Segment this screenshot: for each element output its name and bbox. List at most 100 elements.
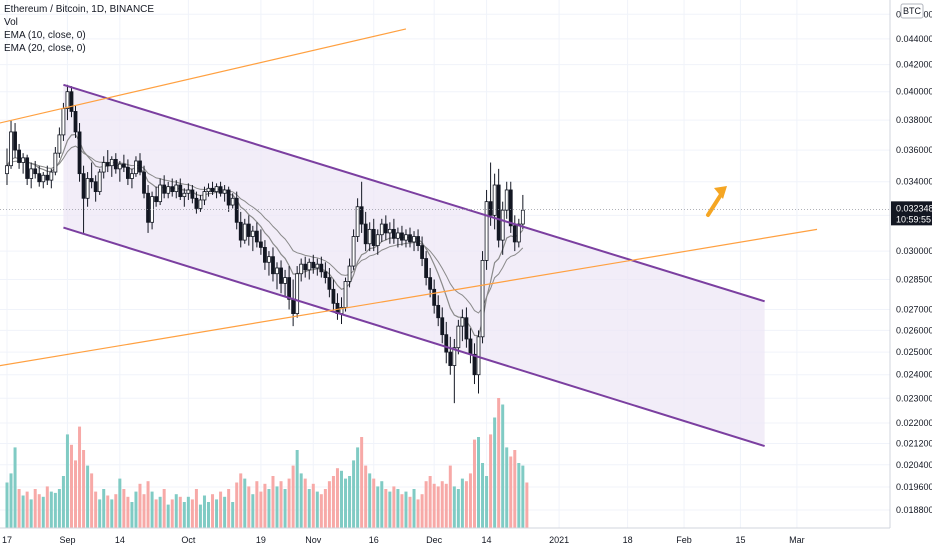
candle-body [311, 261, 316, 269]
volume-bar [303, 478, 307, 528]
volume-bar [114, 494, 118, 528]
candle-body [387, 228, 392, 234]
volume-bar [396, 489, 400, 528]
candle-body [81, 173, 86, 199]
volume-bar [376, 486, 380, 528]
candle-body [113, 158, 118, 170]
candle-body [121, 163, 126, 168]
time-tick-label: Mar [789, 535, 805, 545]
volume-bar [211, 494, 215, 528]
candle-body [25, 157, 30, 179]
candle-body [178, 184, 183, 198]
price-channel [63, 84, 765, 447]
candle-body [303, 263, 308, 271]
candle-body [512, 225, 517, 243]
volume-bar [37, 494, 41, 528]
candle-body [275, 267, 279, 275]
time-axis-panel [0, 528, 932, 550]
volume-bar [198, 504, 202, 528]
candle-body [492, 184, 497, 216]
volume-bar [275, 486, 279, 528]
candle-body [367, 228, 372, 245]
candle-body [138, 160, 142, 173]
candle-body [416, 236, 420, 246]
volume-bar [243, 478, 247, 528]
volume-bar [78, 426, 82, 528]
time-tick-label: 2021 [549, 535, 569, 545]
volume-bar [9, 473, 13, 528]
candle-body [428, 277, 433, 290]
orange-lower-trendline [0, 228, 818, 367]
candle-body [182, 192, 187, 198]
price-tick-label: 0.034000 [896, 177, 932, 187]
price-tick-label: 0.027000 [896, 304, 932, 314]
candle-body [484, 201, 489, 261]
volume-bar [420, 494, 424, 528]
candle-body [391, 228, 396, 239]
candle-body [101, 162, 106, 173]
volume-bar [21, 495, 25, 528]
chart-legend: Ethereum / Bitcoin, 1D, BINANCE Vol EMA … [4, 3, 154, 55]
candle-body [424, 258, 429, 278]
time-tick-label: 14 [115, 535, 125, 545]
volume-bar [311, 483, 315, 528]
volume-bar [25, 491, 29, 528]
candle-body [21, 157, 26, 163]
candle-body [170, 186, 175, 193]
price-tick-label: 0.044000 [896, 34, 932, 44]
price-tick-label: 0.023000 [896, 393, 932, 403]
channel-upper-line [63, 83, 765, 303]
price-axis-panel [890, 0, 932, 550]
volume-bar [460, 478, 464, 528]
legend-symbol[interactable]: Ethereum / Bitcoin, 1D, BINANCE [4, 4, 155, 15]
candle-body [323, 271, 328, 278]
volume-bar [158, 496, 162, 528]
volume-bar [65, 434, 69, 528]
candle-body [267, 256, 271, 263]
ema-20-line [6, 145, 524, 314]
candle-body [500, 209, 505, 241]
candle-body [504, 189, 509, 211]
time-tick-label: Oct [181, 535, 196, 545]
candle-body [109, 158, 114, 167]
volume-bar [331, 476, 335, 528]
candle-body [246, 223, 251, 237]
legend-ema10[interactable]: EMA (10, close, 0) [4, 30, 86, 41]
price-tick-label: 0.020400 [896, 460, 932, 470]
candle-body [166, 186, 171, 194]
candle-body [206, 187, 211, 193]
candle-body [440, 317, 445, 336]
candle-body [516, 223, 521, 243]
time-tick-label: 14 [482, 535, 492, 545]
volume-bar [142, 494, 146, 528]
price-tick-label: 0.036000 [896, 145, 932, 155]
legend-vol[interactable]: Vol [4, 17, 18, 28]
volume-bar [106, 495, 110, 528]
candles [5, 84, 525, 404]
volume-bar [61, 476, 65, 528]
volume-bar [404, 491, 408, 528]
volume-bar [501, 404, 505, 528]
countdown-label: 10:59:55 [896, 214, 931, 224]
volume-bar [456, 489, 460, 528]
volume-bar [432, 483, 436, 528]
volume-bar [57, 489, 61, 528]
candle-body [327, 277, 332, 290]
volume-bar [182, 502, 186, 528]
candle-body [343, 281, 348, 308]
volume-bar [219, 491, 223, 528]
candle-body [130, 173, 134, 179]
up-arrow-icon [714, 186, 727, 199]
legend-ema20[interactable]: EMA (20, close, 0) [4, 43, 86, 54]
candle-body [331, 288, 336, 304]
volume-bar [416, 499, 420, 528]
volume-bar [255, 481, 259, 528]
candle-body [97, 171, 102, 193]
volume-bar [251, 494, 255, 528]
volume-bar [477, 437, 481, 528]
volume-bar [110, 499, 114, 528]
volume-bar [323, 489, 327, 528]
annotations [0, 186, 890, 217]
